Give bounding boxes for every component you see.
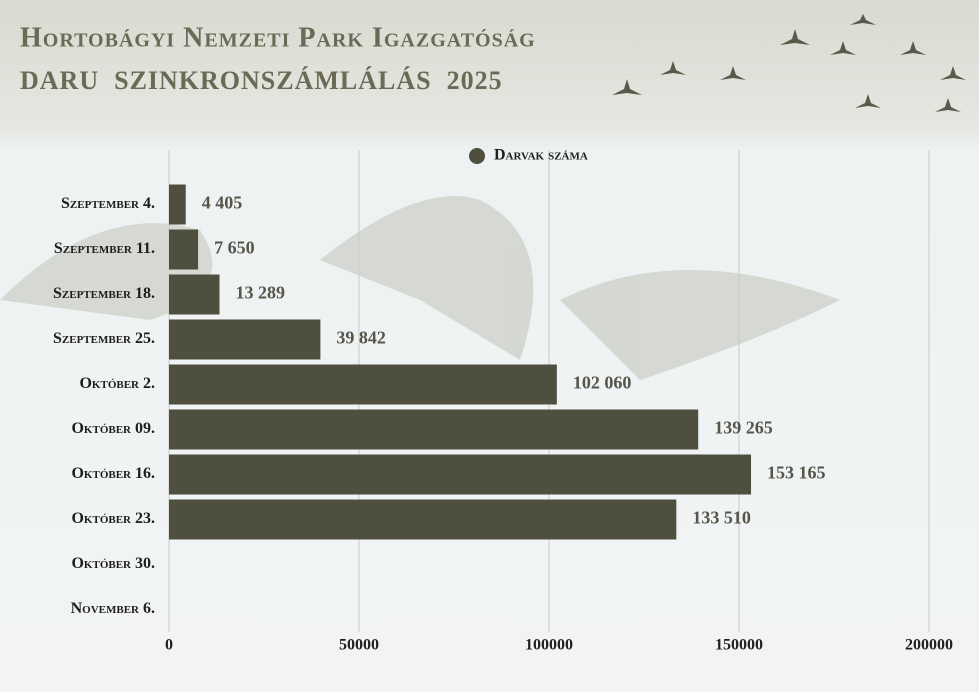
bar: [169, 319, 321, 360]
legend-marker: [469, 148, 485, 164]
bar: [169, 499, 677, 540]
chart-subtitle: DARU SZINKRONSZÁMLÁLÁS 2025: [20, 66, 503, 95]
y-tick-label: Október 2.: [79, 375, 155, 392]
chart-title: Hortobágyi Nemzeti Park Igazgatóság: [20, 22, 536, 53]
bar: [169, 454, 752, 495]
bar: [169, 274, 220, 315]
value-label: 153 165: [767, 463, 826, 483]
x-tick-label: 0: [165, 637, 173, 654]
y-tick-label: Szeptember 11.: [54, 240, 155, 257]
value-label: 133 510: [692, 508, 751, 528]
background-cranes: [0, 196, 840, 380]
value-label: 7 650: [214, 238, 255, 258]
y-tick-label: Október 23.: [71, 510, 155, 527]
x-tick-label: 50000: [339, 637, 379, 654]
y-tick-label: Október 30.: [71, 555, 155, 572]
y-tick-label: Október 16.: [71, 465, 155, 482]
y-tick-label: Szeptember 25.: [53, 330, 155, 347]
bar: [169, 409, 699, 450]
x-tick-label: 100000: [525, 637, 573, 654]
value-label: 102 060: [573, 373, 632, 393]
x-tick-label: 150000: [715, 637, 763, 654]
value-label: 4 405: [202, 193, 243, 213]
bar: [169, 229, 199, 270]
y-tick-label: November 6.: [71, 600, 155, 617]
bar: [169, 184, 186, 225]
value-label: 139 265: [714, 418, 773, 438]
legend-label: Darvak száma: [494, 147, 588, 164]
x-tick-label: 200000: [905, 637, 953, 654]
y-tick-label: Szeptember 4.: [61, 195, 155, 212]
value-label: 39 842: [336, 328, 386, 348]
value-label: 13 289: [235, 283, 285, 303]
bar: [169, 364, 557, 405]
y-tick-label: Október 09.: [71, 420, 155, 437]
y-tick-label: Szeptember 18.: [53, 285, 155, 302]
flying-birds: [612, 14, 966, 112]
